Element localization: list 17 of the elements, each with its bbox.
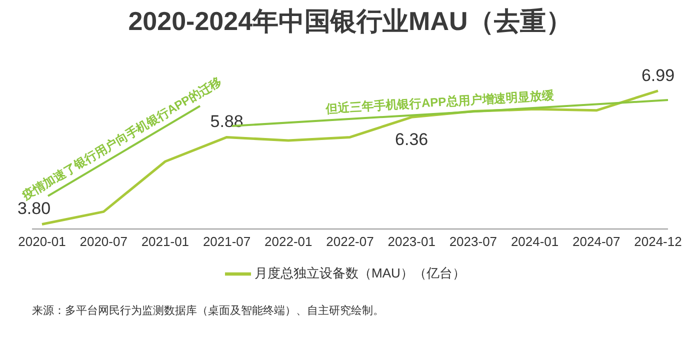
source-note: 来源：多平台网民行为监测数据库（桌面及智能终端）、自主研究绘制。 (32, 304, 384, 318)
x-tick-label: 2021-07 (202, 234, 251, 250)
x-tick-label: 2023-07 (449, 234, 498, 250)
legend-label: 月度总独立设备数（MAU）（亿台） (254, 265, 466, 280)
x-tick-label: 2020-01 (18, 234, 66, 250)
x-tick-label: 2020-07 (80, 234, 128, 250)
x-tick-label: 2021-01 (141, 234, 190, 250)
x-tick-label: 2024-07 (572, 234, 620, 250)
x-tick-label: 2022-07 (326, 234, 374, 250)
data-label: 6.36 (395, 130, 428, 150)
x-tick-label: 2024-01 (510, 234, 559, 250)
chart-title: 2020-2024年中国银行业MAU（去重） (127, 5, 573, 38)
x-tick-label: 2022-01 (264, 234, 312, 250)
data-label: 6.99 (641, 66, 675, 85)
annotation: 但近三年手机银行APP总用户增速明显放缓 (324, 88, 556, 116)
x-tick-label: 2024-12 (634, 234, 682, 250)
x-tick-label: 2023-01 (388, 234, 436, 250)
